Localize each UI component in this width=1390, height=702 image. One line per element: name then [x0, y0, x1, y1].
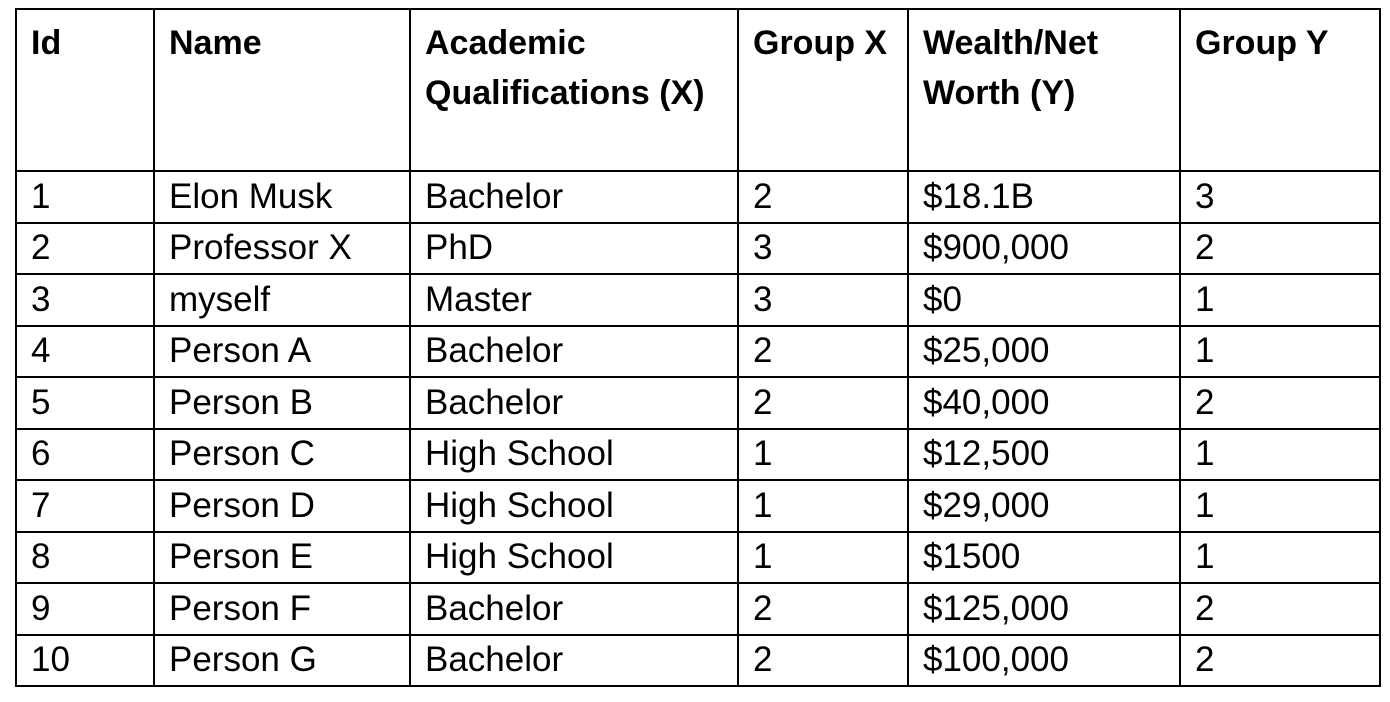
- header-row: Id Name Academic Qualifications (X) Group…: [15, 8, 1381, 172]
- cell-wealth: $29,000: [907, 479, 1181, 533]
- header-wealth-net-worth: Wealth/Net Worth (Y): [907, 8, 1181, 172]
- cell-wealth: $100,000: [907, 633, 1181, 687]
- cell-group-x: 3: [737, 221, 909, 275]
- table-row: 8 Person E High School 1 $1500 1: [15, 530, 1381, 584]
- cell-academic-qualification: Bachelor: [409, 324, 739, 378]
- cell-group-y: 3: [1179, 170, 1381, 224]
- cell-name: Person C: [153, 427, 411, 481]
- cell-wealth: $0: [907, 273, 1181, 327]
- cell-id: 3: [15, 273, 155, 327]
- table-row: 5 Person B Bachelor 2 $40,000 2: [15, 376, 1381, 430]
- cell-id: 2: [15, 221, 155, 275]
- cell-academic-qualification: Bachelor: [409, 170, 739, 224]
- cell-academic-qualification: Master: [409, 273, 739, 327]
- cell-academic-qualification: Bachelor: [409, 633, 739, 687]
- cell-id: 9: [15, 582, 155, 636]
- cell-group-x: 2: [737, 170, 909, 224]
- header-group-x: Group X: [737, 8, 909, 172]
- cell-wealth: $12,500: [907, 427, 1181, 481]
- cell-group-y: 2: [1179, 376, 1381, 430]
- header-id: Id: [15, 8, 155, 172]
- cell-id: 1: [15, 170, 155, 224]
- table-row: 9 Person F Bachelor 2 $125,000 2: [15, 582, 1381, 636]
- cell-group-y: 2: [1179, 633, 1381, 687]
- cell-group-x: 2: [737, 633, 909, 687]
- cell-wealth: $1500: [907, 530, 1181, 584]
- table-row: 1 Elon Musk Bachelor 2 $18.1B 3: [15, 170, 1381, 224]
- cell-name: Person E: [153, 530, 411, 584]
- cell-name: Person D: [153, 479, 411, 533]
- cell-group-x: 3: [737, 273, 909, 327]
- cell-name: Person B: [153, 376, 411, 430]
- cell-group-y: 1: [1179, 427, 1381, 481]
- table-row: 2 Professor X PhD 3 $900,000 2: [15, 221, 1381, 275]
- data-table: Id Name Academic Qualifications (X) Group…: [15, 8, 1381, 687]
- cell-name: Person G: [153, 633, 411, 687]
- cell-wealth: $25,000: [907, 324, 1181, 378]
- table-row: 10 Person G Bachelor 2 $100,000 2: [15, 633, 1381, 687]
- cell-wealth: $40,000: [907, 376, 1181, 430]
- cell-wealth: $125,000: [907, 582, 1181, 636]
- cell-group-y: 2: [1179, 221, 1381, 275]
- cell-name: myself: [153, 273, 411, 327]
- cell-group-x: 1: [737, 479, 909, 533]
- cell-academic-qualification: Bachelor: [409, 376, 739, 430]
- cell-group-y: 1: [1179, 530, 1381, 584]
- cell-academic-qualification: Bachelor: [409, 582, 739, 636]
- cell-id: 10: [15, 633, 155, 687]
- cell-id: 8: [15, 530, 155, 584]
- cell-academic-qualification: High School: [409, 530, 739, 584]
- table-row: 4 Person A Bachelor 2 $25,000 1: [15, 324, 1381, 378]
- cell-group-x: 1: [737, 530, 909, 584]
- cell-id: 4: [15, 324, 155, 378]
- table-row: 7 Person D High School 1 $29,000 1: [15, 479, 1381, 533]
- header-group-y: Group Y: [1179, 8, 1381, 172]
- header-academic-qualifications: Academic Qualifications (X): [409, 8, 739, 172]
- cell-name: Professor X: [153, 221, 411, 275]
- cell-group-y: 1: [1179, 324, 1381, 378]
- cell-wealth: $900,000: [907, 221, 1181, 275]
- cell-group-x: 1: [737, 427, 909, 481]
- cell-group-x: 2: [737, 324, 909, 378]
- cell-group-x: 2: [737, 376, 909, 430]
- cell-academic-qualification: PhD: [409, 221, 739, 275]
- cell-name: Elon Musk: [153, 170, 411, 224]
- header-name: Name: [153, 8, 411, 172]
- cell-group-y: 1: [1179, 479, 1381, 533]
- cell-academic-qualification: High School: [409, 427, 739, 481]
- cell-academic-qualification: High School: [409, 479, 739, 533]
- table-row: 6 Person C High School 1 $12,500 1: [15, 427, 1381, 481]
- table-row: 3 myself Master 3 $0 1: [15, 273, 1381, 327]
- cell-group-y: 2: [1179, 582, 1381, 636]
- cell-group-y: 1: [1179, 273, 1381, 327]
- cell-name: Person A: [153, 324, 411, 378]
- cell-id: 5: [15, 376, 155, 430]
- cell-group-x: 2: [737, 582, 909, 636]
- cell-name: Person F: [153, 582, 411, 636]
- cell-id: 6: [15, 427, 155, 481]
- cell-wealth: $18.1B: [907, 170, 1181, 224]
- table-body: 1 Elon Musk Bachelor 2 $18.1B 3 2 Professor X Ph…: [15, 170, 1381, 687]
- cell-id: 7: [15, 479, 155, 533]
